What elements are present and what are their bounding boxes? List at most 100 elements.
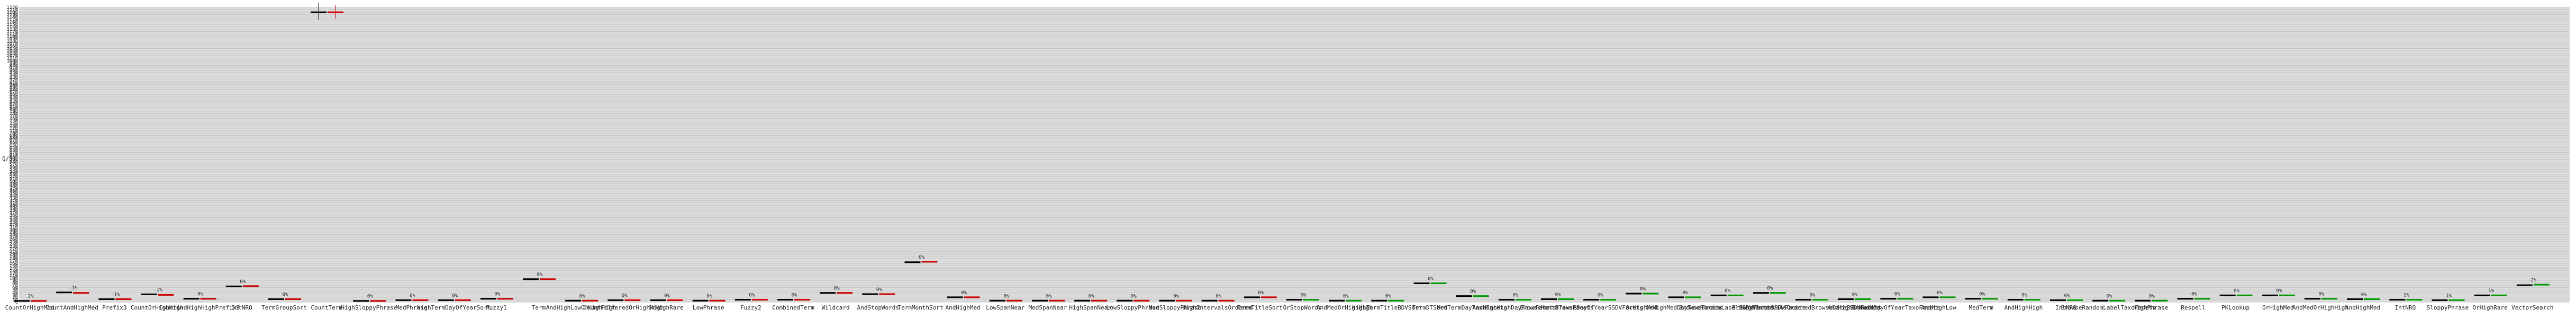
data-label: 0%: [2149, 294, 2155, 299]
y-tick-label: 990: [10, 61, 18, 66]
category-group: 0%: [1201, 294, 1235, 302]
y-tick-label: 340: [10, 218, 18, 223]
y-tick-label: 460: [10, 189, 18, 194]
x-tick-label: OrHighMed: [1626, 304, 1658, 311]
y-tick-label: 520: [10, 174, 18, 180]
x-tick-label: OrStopWords: [1283, 304, 1322, 311]
y-tick-label: 1170: [6, 17, 18, 23]
data-label: 0%: [1470, 289, 1476, 295]
y-tick-label: 140: [10, 266, 18, 271]
data-label: 0%: [2021, 293, 2027, 298]
y-tick-label: 840: [10, 97, 18, 102]
x-tick-label: CountOrHighMed: [5, 304, 55, 311]
category-group: 1%: [2474, 288, 2507, 296]
y-tick-label: 1070: [6, 41, 18, 47]
y-tick-label: 330: [10, 220, 18, 226]
data-label: 0%: [834, 286, 840, 292]
category-group: 0%: [862, 287, 895, 295]
data-label: 0%: [1385, 294, 1391, 299]
category-group: 0%: [2092, 294, 2126, 302]
y-tick-label: 610: [10, 153, 18, 158]
data-label: 2%: [28, 294, 34, 299]
category-group: 0%: [1498, 293, 1531, 301]
category-group: 0%: [989, 294, 1022, 302]
x-tick-label: BrowseRandomLabelTaxoFacets: [2061, 304, 2156, 311]
y-tick-label: 860: [10, 92, 18, 98]
y-tick-label: 160: [10, 261, 18, 267]
category-group: 0%: [1159, 294, 1192, 302]
x-tick-label: PKLookup: [2221, 304, 2250, 311]
y-tick-label: 170: [10, 259, 18, 264]
x-tick-label: BrowseDayOfYearSSDVFacets: [1555, 304, 1643, 311]
y-tick-label: 710: [10, 128, 18, 134]
category-group: 0%: [2262, 288, 2295, 296]
y-tick-label: 910: [10, 80, 18, 85]
data-label: 0%: [1979, 292, 1985, 297]
y-tick-label: 370: [10, 210, 18, 216]
y-tick-label: 350: [10, 215, 18, 220]
data-label: 2%: [2530, 278, 2536, 283]
y-tick-label: 900: [10, 83, 18, 88]
x-tick-label: HighIntervalsOrdered: [1182, 304, 1252, 311]
x-tick-label: MedSpanNear: [1029, 304, 1067, 311]
y-tick-label: 1210: [6, 8, 18, 13]
data-label: 0%: [579, 294, 585, 299]
y-tick-label: 400: [10, 204, 18, 209]
data-label: 0%: [1598, 293, 1603, 298]
y-tick-label: 670: [10, 138, 18, 144]
y-tick-label: 40: [12, 290, 18, 296]
data-label: 0%: [1640, 287, 1646, 292]
category-group: 0%: [1244, 290, 1277, 298]
category-group: 0%: [1456, 289, 1489, 297]
y-tick-label: 200: [10, 252, 18, 257]
x-tick-label: TermTitleSort: [1237, 304, 1283, 311]
y-tick-label: 290: [10, 230, 18, 235]
y-tick-label: 730: [10, 123, 18, 129]
y-tick-label: 1030: [6, 51, 18, 57]
x-tick-label: TermGroupSort: [261, 304, 307, 311]
x-tick-label: IntNRQ: [231, 304, 252, 311]
category-group: 0%: [1753, 286, 1786, 294]
data-label: 0%: [1258, 290, 1264, 296]
category-group: 0%: [692, 294, 725, 302]
data-label: 0%: [367, 294, 373, 299]
y-tick-label: 740: [10, 121, 18, 127]
y-tick-label: 1050: [6, 46, 18, 51]
data-label: 0%: [2191, 292, 2197, 297]
y-tick-label: 280: [10, 232, 18, 237]
category-group: 0%: [1117, 294, 1150, 302]
y-tick-label: 240: [10, 242, 18, 248]
data-label: 0%: [1937, 290, 1943, 296]
category-group: 0%: [268, 293, 301, 301]
y-tick-label: 640: [10, 145, 18, 151]
x-tick-label: BrowseDayOfYearTaxoFacets: [1853, 304, 1940, 311]
category-group: 0%: [904, 255, 938, 263]
data-label: 0%: [1003, 294, 1009, 299]
y-tick-label: 870: [10, 90, 18, 95]
data-label: 0%: [1173, 294, 1179, 299]
data-label: 0%: [1682, 290, 1688, 296]
x-tick-label: HighPhrase: [2133, 304, 2168, 311]
x-tick-label: Term: [532, 304, 546, 311]
category-group: 0%: [438, 293, 471, 301]
x-tick-label: AndMedOrHighHigh: [1317, 304, 1373, 311]
data-label: 0%: [1555, 293, 1561, 298]
y-tick-label: 760: [10, 117, 18, 122]
category-group: 0%: [1032, 294, 1065, 302]
category-group: 0%: [1838, 293, 1871, 301]
y-tick-label: 480: [10, 184, 18, 189]
y-tick-label: 0: [15, 300, 18, 305]
y-tick-label: 300: [10, 227, 18, 233]
y-tick-label: 1060: [6, 44, 18, 49]
y-tick-label: 1190: [6, 13, 18, 18]
category-group: 0%: [1668, 290, 1701, 298]
data-label: 0%: [961, 290, 967, 296]
data-label: 0%: [240, 279, 246, 285]
y-tick-label: 250: [10, 240, 18, 245]
category-group: 0%: [353, 294, 386, 302]
y-tick-label: 590: [10, 157, 18, 163]
y-tick-label: 800: [10, 107, 18, 112]
data-label: 0%: [919, 255, 924, 260]
x-tick-label: AndHighMed: [946, 304, 981, 311]
y-tick-label: 970: [10, 66, 18, 71]
